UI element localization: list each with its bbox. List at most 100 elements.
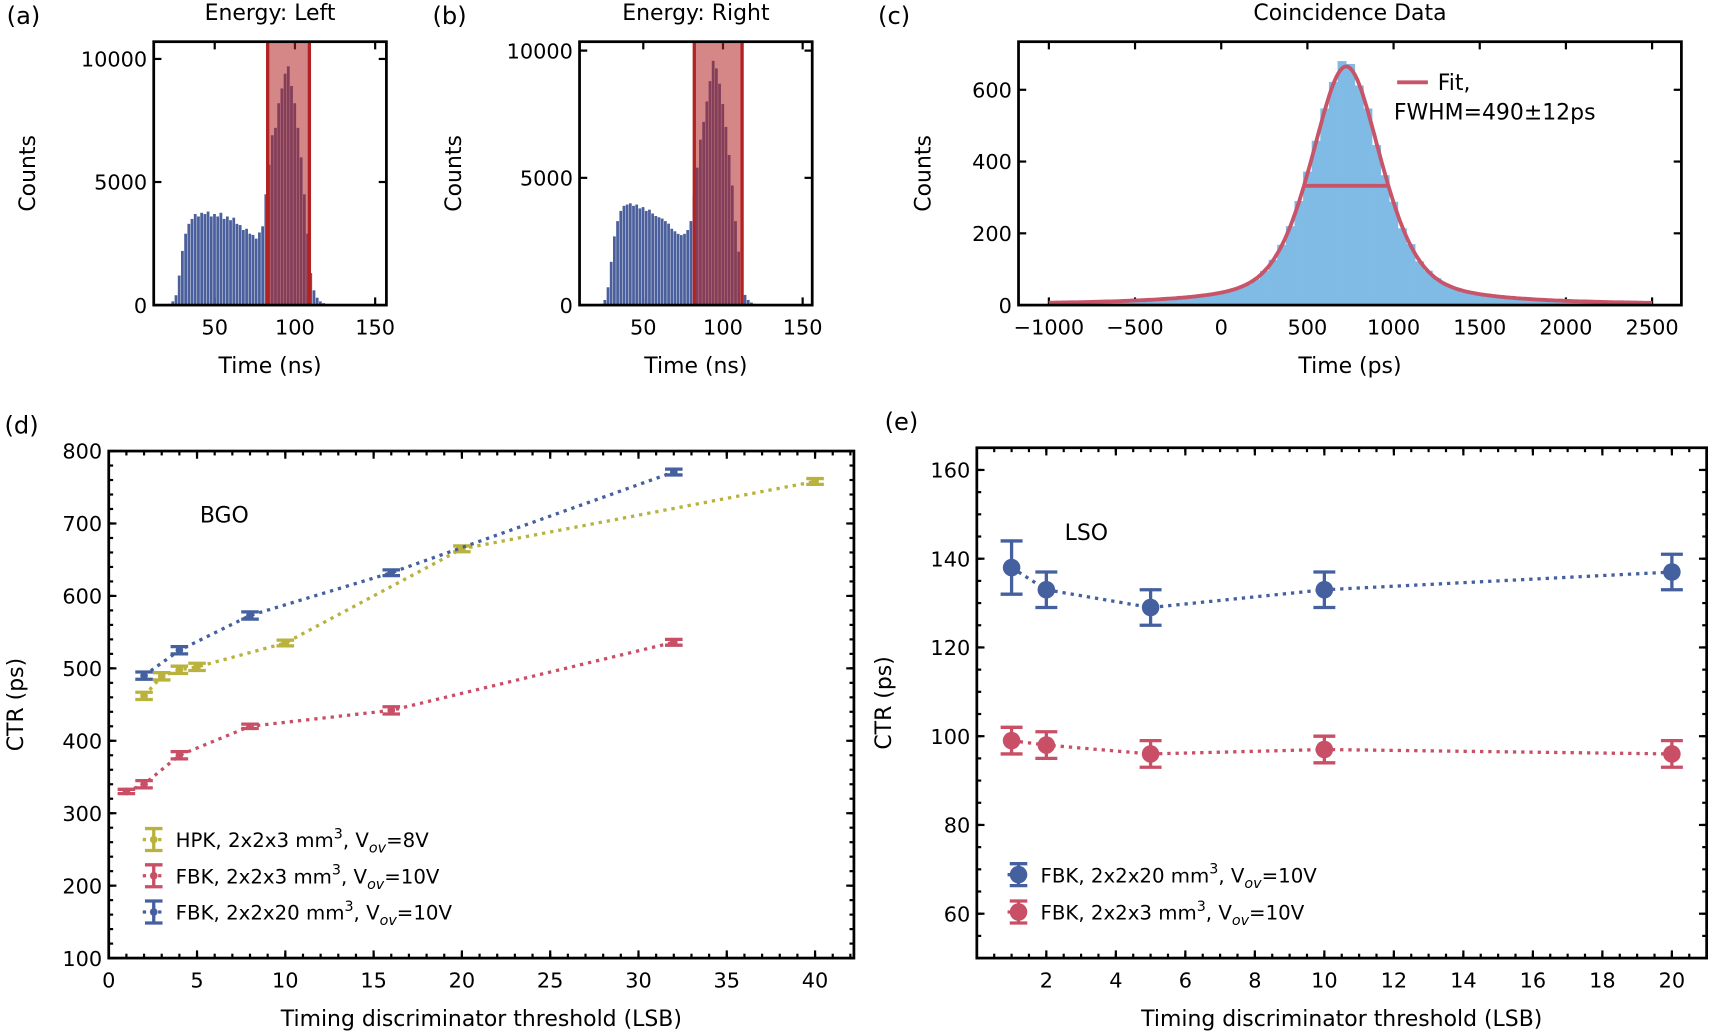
legend-text: FBK, 2x2x20 mm	[176, 902, 345, 925]
histogram-bar	[1561, 301, 1571, 306]
histogram-bar	[632, 205, 635, 306]
y-tick-label: 100	[930, 725, 970, 749]
histogram-bar	[1182, 297, 1192, 306]
x-axis-label: Time (ns)	[643, 354, 747, 379]
data-point	[246, 722, 254, 731]
x-tick-label: 0	[102, 969, 115, 993]
axes-frame	[152, 40, 388, 307]
panel-label: (d)	[4, 411, 38, 439]
x-axis-label: Time (ns)	[218, 354, 322, 379]
data-point	[157, 672, 166, 681]
x-tick-label: 100	[703, 316, 743, 340]
y-axis-label: CTR (ps)	[4, 658, 29, 751]
y-tick-label: 200	[972, 222, 1012, 246]
data-point	[246, 611, 254, 620]
legend-fit-label: Fit,	[1438, 71, 1471, 96]
histogram-bar	[225, 216, 229, 306]
panel-d-bgo-ctr: 0 5 10 15 20 25 30 35 40 100 200 300 400 500 600 700 800…	[4, 411, 856, 1032]
histogram-bar	[1458, 290, 1468, 306]
histogram-bar	[258, 232, 261, 306]
legend-text: =10V	[1262, 864, 1318, 887]
legend-marker	[149, 835, 158, 844]
x-tick-label: 2500	[1626, 316, 1679, 340]
panel-label: (e)	[885, 408, 919, 436]
histogram-bar	[206, 211, 210, 306]
histogram-bar	[213, 214, 216, 306]
histogram-bar	[1234, 287, 1244, 306]
histogram-bar	[664, 221, 667, 306]
x-axis-label: Timing discriminator threshold (LSB)	[280, 1007, 682, 1032]
histogram-bar	[1303, 171, 1313, 306]
series-line	[1010, 566, 1672, 610]
data-point	[1663, 563, 1681, 581]
legend-text: =8V	[386, 829, 429, 852]
histogram-bar	[1320, 108, 1330, 306]
legend-text: =10V	[384, 865, 440, 888]
histogram-bar	[248, 233, 252, 306]
x-tick-label: −500	[1106, 316, 1163, 340]
histogram-bar	[606, 287, 610, 306]
histogram-bar	[648, 209, 651, 306]
data-point	[175, 751, 184, 760]
legend-label: FBK, 2x2x3 mm3, Vov=10V	[176, 863, 440, 893]
histogram-bar	[193, 214, 197, 306]
legend-marker	[149, 908, 158, 916]
histogram-bar	[1225, 290, 1235, 306]
histogram-bar	[1277, 244, 1287, 306]
legend-text: FBK, 2x2x3 mm	[1040, 902, 1196, 925]
x-tick-label: 50	[630, 316, 657, 340]
panel-title: Energy: Right	[622, 1, 770, 26]
data-point	[669, 638, 678, 647]
histogram-bar	[1337, 61, 1347, 306]
histogram-bar	[1191, 296, 1201, 306]
histogram-bar	[613, 236, 616, 306]
data-point	[669, 468, 678, 476]
histogram-bar	[1570, 301, 1580, 306]
legend-text: HPK, 2x2x3 mm	[176, 829, 334, 852]
y-axis-label: Counts	[16, 135, 41, 212]
x-tick-label: 35	[714, 969, 741, 993]
x-tick-label: 4	[1109, 969, 1122, 993]
y-tick-label: 700	[62, 512, 102, 536]
data-point	[175, 646, 184, 655]
histogram-bar	[229, 220, 232, 306]
histogram-bar	[245, 228, 248, 306]
y-tick-label: 300	[62, 802, 102, 826]
data-point	[140, 780, 148, 789]
legend-text: FBK, 2x2x3 mm	[176, 865, 332, 888]
y-tick-label: 200	[62, 874, 102, 898]
histogram-bar	[641, 207, 645, 306]
panel-label: (b)	[432, 2, 466, 30]
x-tick-label: 100	[275, 316, 315, 340]
y-tick-label: 0	[999, 294, 1012, 318]
histogram-bar	[1492, 296, 1502, 306]
x-tick-label: 150	[783, 316, 823, 340]
legend-superscript: 3	[334, 826, 343, 842]
histogram-bar	[181, 250, 184, 306]
legend-text: FBK, 2x2x20 mm	[1040, 864, 1209, 887]
histogram-bar	[654, 216, 658, 306]
histogram-bar	[187, 223, 191, 306]
data-point	[1037, 736, 1056, 754]
histogram-bar	[219, 212, 223, 306]
histogram-bar	[1449, 288, 1459, 306]
x-tick-label: 10	[272, 969, 299, 993]
histogram-bar	[1518, 298, 1528, 306]
data-point	[1002, 731, 1021, 750]
x-tick-label: 10	[1311, 969, 1338, 993]
histogram-bar	[746, 300, 750, 306]
axes-frame	[578, 40, 814, 307]
histogram-bar	[1251, 279, 1261, 306]
histogram-bar	[1259, 271, 1269, 306]
histogram-bar	[638, 208, 642, 306]
y-tick-label: 80	[944, 814, 971, 838]
histogram-bar	[171, 301, 175, 306]
axes-frame	[1017, 40, 1683, 307]
y-tick-label: 800	[62, 440, 102, 464]
axes-frame	[107, 449, 856, 960]
y-tick-label: 500	[62, 657, 102, 681]
histogram-bar	[1147, 300, 1157, 306]
data-point	[140, 692, 148, 700]
x-tick-label: 5	[190, 969, 203, 993]
